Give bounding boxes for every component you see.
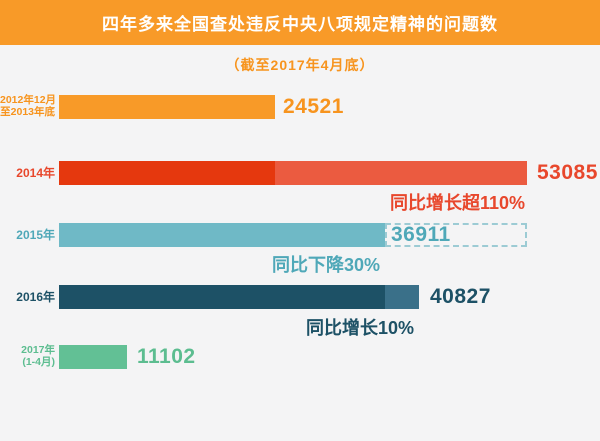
- bar-segment-2014-prev-year: [59, 161, 275, 185]
- bar-2015: [59, 223, 527, 247]
- bar-value-2017: 11102: [137, 345, 196, 368]
- bar-2014: [59, 161, 527, 185]
- y-axis-label-2016: 2016年: [16, 290, 55, 304]
- bar-row-2016: 2016年 40827: [0, 285, 600, 309]
- chart-title-bar: 四年多来全国查处违反中央八项规定精神的问题数: [0, 0, 600, 45]
- y-axis-label-2015: 2015年: [16, 228, 55, 242]
- chart-title: 四年多来全国查处违反中央八项规定精神的问题数: [102, 15, 498, 34]
- y-axis-label-line1: 2012年12月: [0, 94, 57, 106]
- bar-2016: [59, 285, 419, 309]
- bar-value-2013: 24521: [283, 95, 344, 118]
- bar-segment-2016-increase: [385, 285, 419, 309]
- bar-row-2017: 2017年 (1-4月) 11102: [0, 344, 600, 369]
- y-axis-label-2017: 2017年 (1-4月): [0, 344, 55, 368]
- bar-row-2013: 2012年12月 至2013年底 24521: [0, 94, 600, 119]
- bar-segment-2017: [59, 345, 127, 369]
- bar-2013: [59, 95, 275, 119]
- bar-segment-2014-increase: [275, 161, 527, 185]
- y-axis-label-line2: (1-4月): [22, 356, 55, 368]
- annotation-2016-growth: 同比增长10%: [306, 318, 415, 338]
- annotation-2015-decline: 同比下降30%: [272, 255, 381, 275]
- y-axis-label-line2: 至2013年底: [0, 106, 55, 118]
- bar-segment-2016-prev-year: [59, 285, 385, 309]
- bar-value-2015: 36911: [391, 223, 451, 246]
- bar-value-2016: 40827: [430, 285, 491, 308]
- y-axis-label-line1: 2017年: [21, 344, 55, 356]
- bar-segment-2015: [59, 223, 385, 247]
- bar-segment-2013: [59, 95, 275, 119]
- bar-value-2014: 53085: [537, 161, 598, 184]
- bar-row-2014: 2014年 53085: [0, 161, 600, 185]
- bar-row-2015: 2015年 36911: [0, 223, 600, 247]
- annotation-2014-growth: 同比增长超110%: [390, 193, 526, 213]
- y-axis-label-2013: 2012年12月 至2013年底: [0, 94, 57, 118]
- bar-decline-ghost-outline-2015: [385, 223, 527, 247]
- bar-2017: [59, 345, 127, 369]
- chart-subtitle: （截至2017年4月底）: [225, 57, 375, 73]
- y-axis-label-2014: 2014年: [16, 166, 55, 180]
